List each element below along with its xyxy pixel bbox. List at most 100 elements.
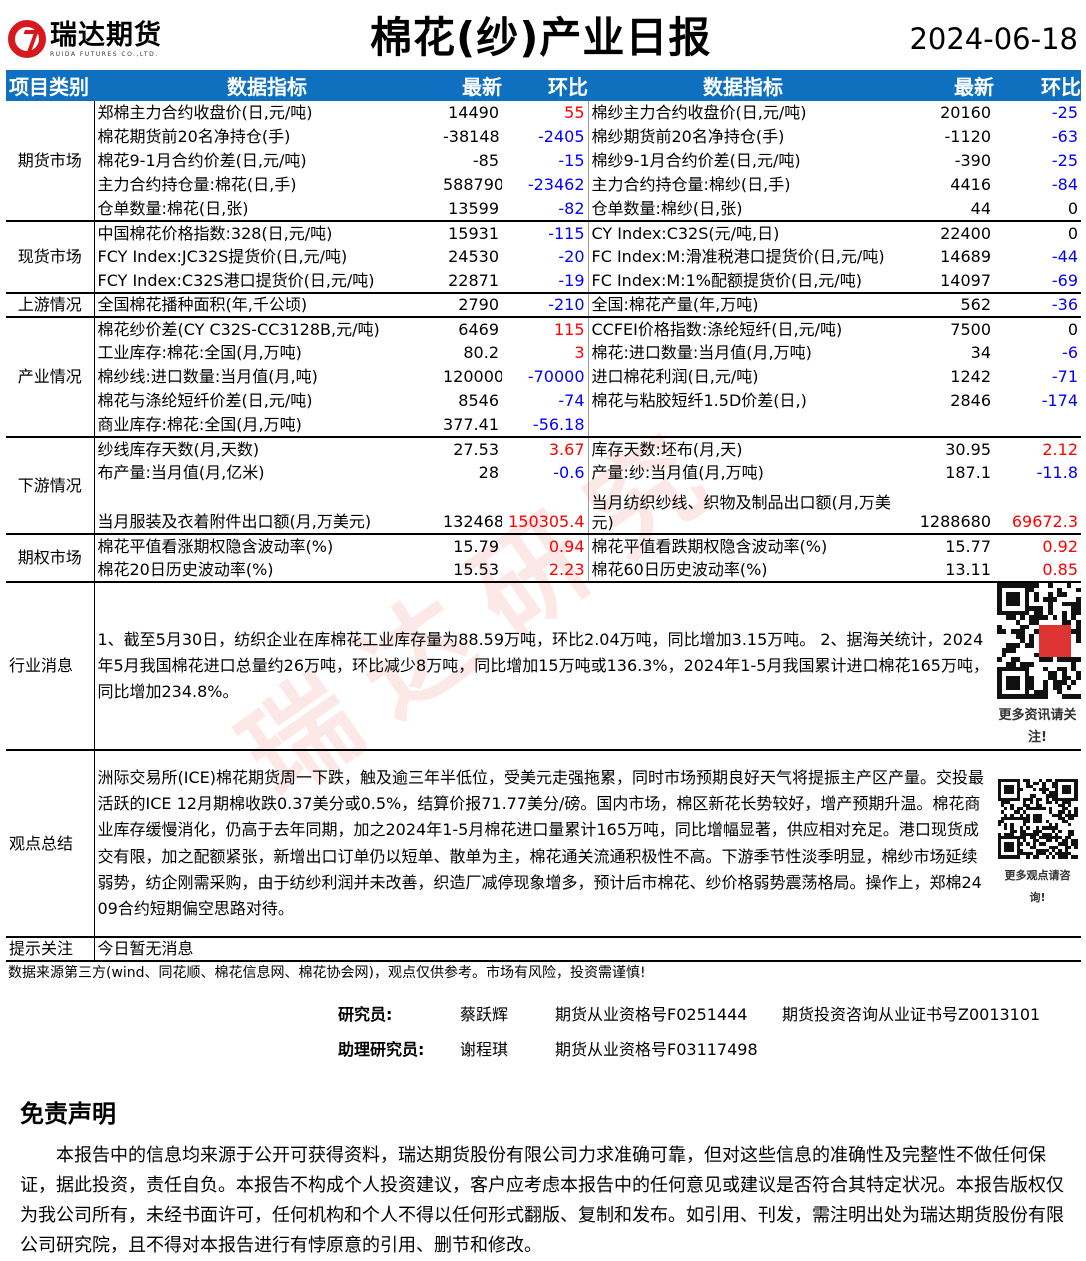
indicator-name: 库存天数:坯布(月,天) [591, 439, 743, 459]
indicator-name: 棉纱期货前20名净持仓(手) [591, 127, 785, 146]
latest-value: 377.41 [440, 413, 502, 438]
change-value: -44 [1051, 247, 1078, 266]
change-value: 55 [502, 101, 589, 125]
category-label: 上游情况 [6, 293, 95, 318]
indicator-name: 仓单数量:棉花(日,张) [94, 197, 440, 222]
latest-value: 15.79 [453, 536, 499, 556]
assistant-cert: 期货从业资格号F03117498 [555, 1040, 758, 1059]
report-date: 2024-06-18 [909, 22, 1078, 56]
change-value: -71 [1051, 367, 1078, 386]
indicator-name: FCY Index:C32S港口提货价(日,元/吨) [94, 269, 440, 294]
view-qr-caption: 更多观点请咨询! [1004, 868, 1071, 904]
latest-value: -1120 [944, 127, 992, 146]
table-row: 棉纱线:进口数量:当月值(月,吨) 120000 -70000 进口棉花利润(日,元/… [6, 365, 1081, 389]
indicator-name: 纱线库存天数(月,天数) [97, 439, 260, 459]
change-value: 2.12 [1042, 439, 1078, 459]
data-source-note: 数据来源第三方(wind、同花顺、棉花信息网、棉花协会网)，观点仅供参考。市场有… [8, 965, 646, 981]
disclaimer-title: 免责声明 [20, 1100, 116, 1128]
assistant-researcher: 助理研究员: 谢程琪 期货从业资格号F03117498 [338, 1036, 782, 1060]
table-row: 上游情况 全国棉花播种面积(年,千公顷) 2790 -210 全国:棉花产量(年,万吨)… [6, 293, 1081, 318]
table-row: FCY Index:C32S港口提货价(日,元/吨) 22871 -19 FC Ind… [6, 269, 1081, 294]
change-value: -70000 [502, 365, 589, 389]
latest-value: 13599 [440, 197, 502, 222]
view-row: 观点总结 洲际交易所(ICE)棉花期货周一下跌，触及逾三年半低位，受美元走强拖累… [6, 750, 1081, 938]
data-table: 项目类别 数据指标 最新 环比 数据指标 最新 环比 期货市场 郑棉主力合约收盘价… [6, 70, 1081, 962]
change-value: -25 [1051, 103, 1078, 122]
category-label: 期权市场 [6, 534, 95, 583]
qr-code-icon [997, 583, 1081, 699]
change-value: -82 [502, 197, 589, 222]
latest-value: 187.1 [945, 463, 991, 482]
category-label: 产业情况 [6, 317, 95, 438]
view-qr: 更多观点请咨询! [994, 750, 1081, 938]
change-value: 0 [1067, 223, 1078, 243]
change-value: -25 [1051, 151, 1078, 170]
latest-value: 2846 [950, 391, 991, 410]
latest-value: 34 [970, 343, 991, 362]
tips-label: 提示关注 [6, 937, 95, 962]
indicator-name: 主力合约持仓量:棉花(日,手) [97, 175, 297, 194]
news-qr: 更多资讯请关注! [994, 582, 1081, 751]
news-qr-caption: 更多资讯请关注! [998, 708, 1077, 745]
disclaimer-text: 本报告中的信息均来源于公开可获得资料，瑞达期货股份有限公司力求准确可靠，但对这些… [20, 1145, 1064, 1256]
header-indicator-2: 数据指标 [588, 70, 898, 101]
latest-value: 2790 [440, 293, 502, 318]
change-value: 0.94 [502, 534, 589, 558]
logo-icon [8, 20, 46, 58]
latest-value: 30.95 [945, 439, 991, 459]
change-value: -15 [502, 149, 589, 173]
latest-value: 1324680 [440, 485, 502, 535]
latest-value: 24530 [448, 247, 499, 266]
latest-value [898, 413, 994, 438]
indicator-name: 棉花与粘胶短纤1.5D价差(日,) [591, 391, 807, 410]
change-value: -210 [502, 293, 589, 318]
researcher-consult-cert: 期货投资咨询从业证书号Z0013101 [782, 1005, 1041, 1024]
header-change-2: 环比 [994, 70, 1081, 101]
indicator-name: 商业库存:棉花:全国(月,万吨) [94, 413, 440, 438]
logo-name: 瑞达期货 [50, 19, 162, 51]
indicator-name: 棉花20日历史波动率(%) [94, 558, 440, 583]
tips-text: 今日暂无消息 [94, 937, 1081, 962]
table-row: 主力合约持仓量:棉花(日,手) 588790 -23462 主力合约持仓量:棉纱(日,… [6, 173, 1081, 197]
header-latest-2: 最新 [898, 70, 994, 101]
latest-value: 80.2 [463, 343, 499, 362]
report-header: 瑞达期货 RUIDA FUTURES CO.,LTD. 棉花(纱)产业日报 20… [0, 0, 1086, 70]
researcher: 研究员: 蔡跃辉 期货从业资格号F0251444 期货投资咨询从业证书号Z001… [338, 1001, 1040, 1025]
indicator-name: 棉花与涤纶短纤价差(日,元/吨) [97, 391, 313, 410]
latest-value: 22400 [940, 223, 991, 243]
indicator-name: 当月纺织纱线、织物及制品出口额(月,万美元) [588, 485, 898, 535]
latest-value: 15.77 [945, 536, 991, 556]
change-value: -2405 [502, 125, 589, 149]
indicator-name: 棉纱主力合约收盘价(日,元/吨) [591, 103, 807, 122]
indicator-name: 郑棉主力合约收盘价(日,元/吨) [97, 103, 313, 122]
indicator-name: 主力合约持仓量:棉纱(日,手) [591, 175, 791, 194]
latest-value: 15.53 [440, 558, 502, 583]
indicator-name: 棉纱线:进口数量:当月值(月,吨) [97, 367, 318, 386]
latest-value: 1242 [950, 367, 991, 386]
table-row: 现货市场 中国棉花价格指数:328(日,元/吨) 15931 -115 CY Index… [6, 221, 1081, 294]
latest-value: 6469 [458, 319, 499, 339]
latest-value: 22871 [440, 269, 502, 294]
change-value: -69 [994, 269, 1081, 294]
change-value: 3.67 [502, 437, 589, 461]
change-value: -11.8 [1036, 463, 1078, 482]
latest-value: 120000 [443, 367, 502, 386]
table-row: 棉花20日历史波动率(%) 15.53 2.23 棉花60日历史波动率(%) 13.11… [6, 558, 1081, 583]
change-value: -0.6 [502, 461, 589, 485]
view-text: 洲际交易所(ICE)棉花期货周一下跌，触及逾三年半低位，受美元走强拖累，同时市场… [94, 750, 994, 938]
indicator-name: FC Index:M:1%配额提货价(日,元/吨) [588, 269, 898, 294]
change-value: -174 [1041, 391, 1078, 410]
change-value: -56.18 [502, 413, 589, 438]
latest-value: -390 [954, 151, 991, 170]
researcher-name: 蔡跃辉 [460, 1005, 509, 1024]
news-label: 行业消息 [6, 582, 95, 751]
table-row: 仓单数量:棉花(日,张) 13599 -82 仓单数量:棉纱(日,张) 44 0 [6, 197, 1081, 222]
indicator-name: 棉纱9-1月合约价差(日,元/吨) [591, 151, 801, 170]
change-value: 0 [994, 197, 1081, 222]
change-value [994, 413, 1081, 438]
table-row: 产业情况 棉花纱价差(CY C32S-CC3128B,元/吨) 6469 115 CCF… [6, 317, 1081, 438]
category-label: 下游情况 [6, 437, 95, 535]
latest-value: 1288680 [898, 485, 994, 535]
table-row: 工业库存:棉花:全国(月,万吨) 80.2 3 棉花:进口数量:当月值(月,万吨) 34… [6, 341, 1081, 365]
latest-value: 14097 [898, 269, 994, 294]
